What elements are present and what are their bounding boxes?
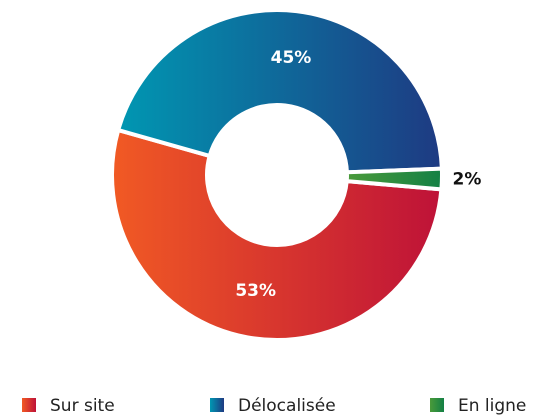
data-label: 2%: [453, 170, 482, 190]
data-label: 53%: [235, 281, 276, 301]
data-label: 45%: [271, 48, 312, 68]
donut-segment: [115, 8, 444, 175]
legend-label: Sur site: [50, 396, 115, 416]
legend-swatch: [210, 398, 224, 412]
legend-swatch: [22, 398, 36, 412]
donut-segment: [344, 166, 444, 192]
legend-swatch: [430, 398, 444, 412]
legend-label: En ligne: [458, 396, 526, 416]
legend-label: Délocalisée: [238, 396, 336, 416]
